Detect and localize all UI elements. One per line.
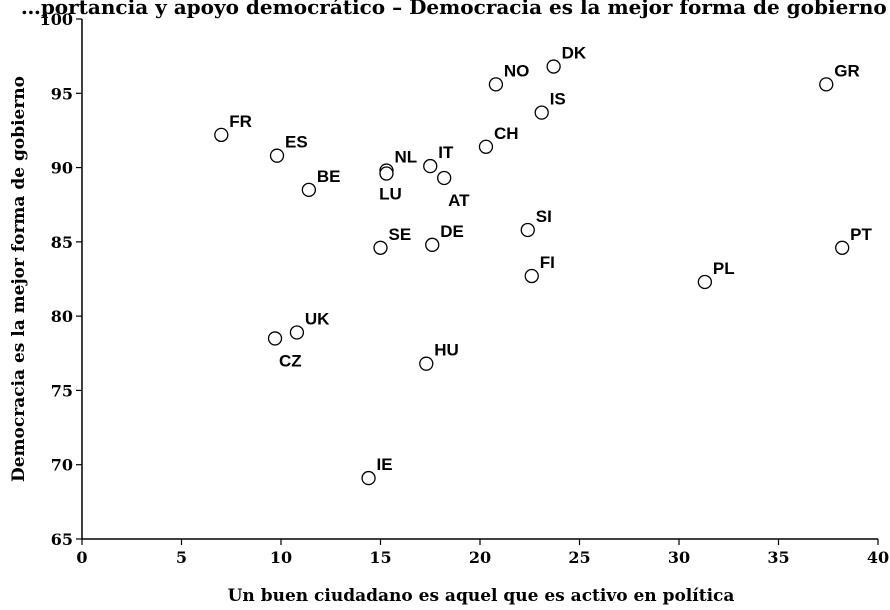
point-label-pl: PL [713, 259, 735, 278]
data-point-pl [697, 274, 713, 290]
point-label-dk: DK [562, 44, 587, 63]
data-point-be [301, 182, 317, 198]
data-point-hu [419, 356, 434, 371]
data-point-uk [289, 325, 305, 340]
x-tick-label: 35 [767, 548, 789, 567]
point-label-pt: PT [850, 225, 872, 244]
point-label-cz: CZ [279, 351, 302, 370]
data-point-it [423, 158, 438, 174]
point-label-ie: IE [377, 455, 393, 474]
y-tick-label: 75 [51, 381, 73, 400]
data-point-gr [819, 77, 834, 92]
x-tick-label: 0 [76, 548, 87, 567]
point-label-is: IS [550, 90, 566, 109]
x-tick-label: 30 [668, 548, 690, 567]
data-point-no [488, 77, 504, 92]
data-point-de [425, 237, 440, 252]
y-tick-label: 90 [51, 159, 73, 178]
y-tick-label: 100 [40, 10, 73, 29]
point-labels: FR ES BE NL LU IT AT CH NO DK IS GR SE DE SI FI PT PL UK CZ… [229, 44, 872, 475]
data-point-lu [379, 166, 394, 181]
data-point-at [437, 170, 452, 186]
point-label-uk: UK [305, 309, 330, 328]
x-axis-label: Un buen ciudadano es aquel que es activo… [228, 586, 735, 606]
chart-title: …portancia y apoyo democrático – Democra… [21, 0, 890, 19]
data-point-es [269, 148, 285, 163]
point-label-lu: LU [379, 185, 402, 204]
x-tick-label: 5 [176, 548, 187, 567]
axes: 0 5 10 15 20 25 30 35 40 65 70 75 80 85 90 95 100 [40, 10, 890, 567]
y-tick-label: 80 [51, 307, 73, 326]
data-point-cz [267, 331, 283, 346]
data-point-ie [361, 470, 376, 486]
point-label-be: BE [317, 167, 341, 186]
y-axis-label: Democracia es la mejor forma de gobierno [9, 76, 29, 482]
y-tick-label: 95 [51, 84, 73, 103]
point-label-it: IT [438, 143, 454, 162]
data-point-si [520, 222, 535, 238]
point-label-ch: CH [494, 124, 519, 143]
point-label-de: DE [440, 222, 464, 241]
x-tick-label: 25 [568, 548, 590, 567]
x-tick-label: 20 [469, 548, 491, 567]
data-point-is [534, 105, 549, 120]
data-point-fr [214, 127, 229, 143]
point-label-fr: FR [229, 112, 252, 131]
x-tick-label: 10 [270, 548, 292, 567]
point-label-se: SE [389, 225, 412, 244]
y-tick-label: 85 [51, 233, 73, 252]
point-label-at: AT [448, 191, 470, 210]
point-label-gr: GR [834, 61, 860, 80]
data-point-pt [835, 240, 850, 255]
data-point-fi [524, 268, 539, 284]
point-label-hu: HU [434, 341, 459, 360]
y-tick-label: 70 [51, 456, 73, 475]
data-points [214, 59, 850, 486]
point-label-fi: FI [540, 253, 555, 272]
data-point-dk [546, 59, 561, 74]
y-tick-label: 65 [51, 530, 73, 549]
point-label-no: NO [504, 61, 530, 80]
point-label-si: SI [536, 207, 552, 226]
x-tick-label: 15 [369, 548, 391, 567]
x-tick-label: 40 [867, 548, 889, 567]
data-point-ch [478, 139, 494, 154]
point-label-nl: NL [394, 148, 417, 167]
point-label-es: ES [285, 133, 308, 152]
data-point-se [373, 240, 388, 255]
